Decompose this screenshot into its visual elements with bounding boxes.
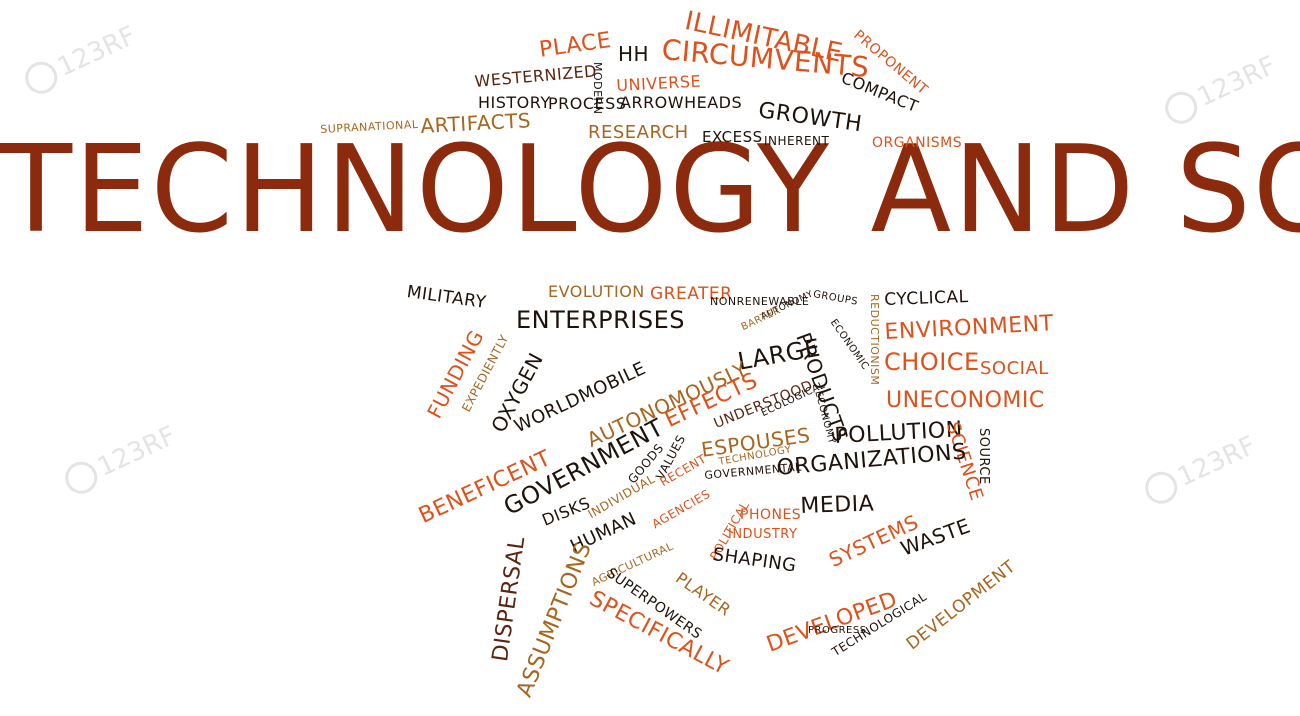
cloud-word-progress: PROGRESS bbox=[808, 625, 867, 636]
watermark: 123RF bbox=[60, 420, 181, 500]
cloud-word-hh: HH bbox=[618, 42, 650, 66]
cloud-word-research: RESEARCH bbox=[588, 122, 689, 143]
watermark-text: 123RF bbox=[1193, 50, 1281, 113]
cloud-word-social: SOCIAL bbox=[980, 358, 1049, 379]
cloud-word-groups: GROUPS bbox=[812, 289, 859, 308]
cloud-word-inherent: INHERENT bbox=[764, 134, 830, 148]
cloud-word-shaping: SHAPING bbox=[711, 544, 798, 577]
watermark-text: 123RF bbox=[53, 20, 141, 83]
watermark: 123RF bbox=[1160, 50, 1281, 130]
cloud-word-source: SOURCE bbox=[976, 428, 991, 485]
cloud-word-evolution: EVOLUTION bbox=[548, 282, 645, 301]
cloud-word-media: MEDIA bbox=[799, 491, 875, 519]
cloud-word-excess: EXCESS bbox=[702, 128, 763, 146]
watermark-text: 123RF bbox=[93, 420, 181, 483]
cloud-word-greater: GREATER bbox=[650, 284, 733, 304]
cloud-word-nonrenewable: NONRENEWABLE bbox=[710, 295, 810, 308]
cloud-word-economic: ECONOMIC bbox=[827, 317, 871, 373]
cloud-word-westernized: WESTERNIZED bbox=[473, 61, 598, 91]
cloud-word-reductionism: REDUCTIONISM bbox=[868, 294, 881, 386]
cloud-word-choice: CHOICE bbox=[884, 348, 980, 376]
cloud-word-enterprises: ENTERPRISES bbox=[516, 306, 685, 334]
cloud-word-agencies: AGENCIES bbox=[649, 486, 713, 532]
main-title: TECHNOLOGY AND SOCIETY bbox=[0, 118, 1300, 260]
cloud-word-military: MILITARY bbox=[405, 282, 488, 313]
cloud-word-arrowheads: ARROWHEADS bbox=[620, 93, 743, 112]
cloud-word-organisms: ORGANISMS bbox=[872, 135, 963, 151]
watermark-text: 123RF bbox=[1173, 430, 1261, 493]
cloud-word-artifacts: ARTIFACTS bbox=[419, 108, 532, 138]
cloud-word-uneconomic: UNECONOMIC bbox=[886, 388, 1045, 413]
cloud-word-place: PLACE bbox=[537, 27, 613, 63]
watermark: 123RF bbox=[1140, 430, 1261, 510]
watermark: 123RF bbox=[20, 20, 141, 100]
cloud-word-history: HISTORY bbox=[478, 93, 551, 112]
cloud-word-industry: INDUSTRY bbox=[728, 527, 798, 542]
cloud-word-phones: PHONES bbox=[740, 507, 802, 523]
cloud-word-dispersal: DISPERSAL bbox=[488, 534, 531, 664]
cloud-word-process: PROCESS bbox=[548, 94, 627, 113]
cloud-word-environment: ENVIRONMENT bbox=[883, 311, 1055, 345]
cloud-word-player: PLAYER bbox=[672, 568, 735, 620]
cloud-word-universe: UNIVERSE bbox=[615, 71, 702, 95]
cloud-word-cyclical: CYCLICAL bbox=[883, 287, 969, 310]
